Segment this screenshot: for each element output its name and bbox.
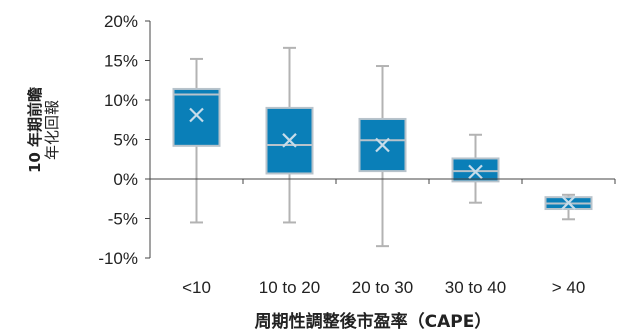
y-tick-label: -10% <box>98 249 138 268</box>
box-4 <box>451 133 500 204</box>
x-category-label: 30 to 40 <box>445 278 506 297</box>
box-iqr <box>172 87 221 147</box>
y-axis-title: 10 年期前瞻 年化回報 <box>26 87 61 173</box>
x-axis-labels: <10 10 to 20 20 to 30 30 to 40 > 40 <box>182 278 585 297</box>
x-axis-title: 周期性調整後市盈率（CAPE） <box>255 311 492 332</box>
box-iqr <box>265 106 314 175</box>
y-tick-label: 15% <box>104 52 138 71</box>
mean-marker <box>282 133 297 148</box>
y-tick-label: -5% <box>108 210 138 229</box>
x-category-label: 20 to 30 <box>352 278 413 297</box>
box-1 <box>172 57 221 224</box>
y-axis-title-line-1: 10 年期前瞻 <box>26 87 44 173</box>
mean-marker <box>375 137 390 153</box>
y-tick-label: 5% <box>113 131 138 150</box>
box-iqr <box>451 157 500 183</box>
mean-marker <box>561 195 576 210</box>
y-tick-label: 20% <box>104 12 138 31</box>
x-category-label: <10 <box>182 278 211 297</box>
x-category-label: > 40 <box>552 278 586 297</box>
mean-marker <box>468 164 483 180</box>
box-5 <box>544 193 593 221</box>
x-axis <box>149 178 616 184</box>
y-tick-label: 10% <box>104 91 138 110</box>
y-tick-label: 0% <box>113 170 138 189</box>
y-axis-title-line-2: 年化回報 <box>43 100 61 160</box>
y-axis: 20% 15% 10% 5% 0% -5% -10% <box>98 12 151 268</box>
x-category-label: 10 to 20 <box>259 278 320 297</box>
boxes <box>172 46 593 248</box>
mean-marker <box>189 107 204 123</box>
box-2 <box>265 46 314 224</box>
box-3 <box>358 65 407 248</box>
